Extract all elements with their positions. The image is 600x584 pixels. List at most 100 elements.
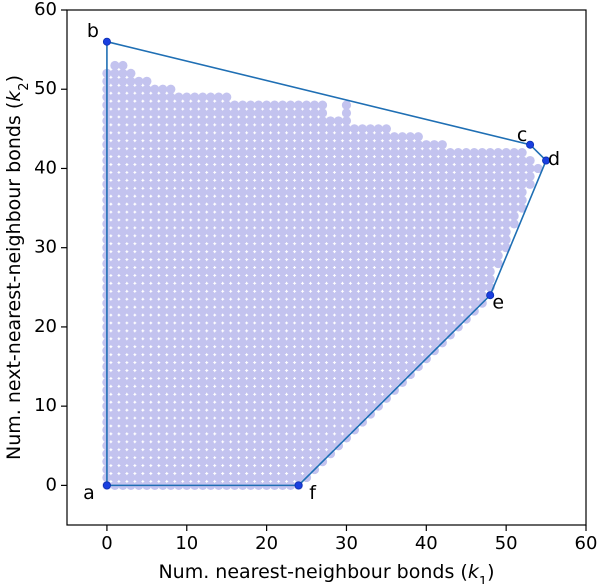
data-point [214, 171, 224, 181]
data-point [381, 179, 391, 189]
data-point [110, 187, 120, 197]
data-point [301, 425, 312, 435]
data-point [222, 219, 232, 229]
data-point [126, 92, 136, 102]
data-point [118, 116, 128, 126]
data-point [341, 140, 352, 150]
data-point [150, 298, 160, 308]
data-point [118, 409, 128, 419]
data-point [445, 258, 455, 269]
data-point [341, 314, 352, 324]
data-point [293, 314, 304, 324]
data-point [222, 401, 232, 411]
data-point [437, 243, 447, 253]
data-point [166, 314, 176, 324]
data-point [238, 140, 248, 150]
data-point [110, 441, 120, 451]
data-point [469, 179, 479, 189]
data-point [421, 314, 431, 324]
data-point [262, 401, 272, 411]
data-point [381, 330, 391, 340]
data-point [222, 449, 232, 459]
data-point [381, 338, 391, 348]
data-point [166, 163, 176, 174]
data-point [238, 274, 248, 284]
data-point [461, 187, 471, 197]
data-point [429, 163, 439, 174]
data-point [134, 266, 144, 277]
data-point [413, 290, 423, 300]
data-point [413, 140, 423, 150]
data-point [262, 116, 272, 126]
data-point [397, 369, 407, 380]
data-point [190, 457, 200, 467]
data-point [333, 124, 344, 134]
data-point [238, 409, 248, 419]
data-point [126, 155, 136, 166]
data-point [198, 108, 208, 118]
data-point [381, 385, 391, 395]
data-point [277, 314, 288, 324]
data-point [150, 330, 160, 340]
data-point [293, 187, 304, 197]
data-point [325, 385, 336, 395]
data-point [126, 100, 136, 110]
data-point [270, 464, 280, 475]
data-point [333, 132, 344, 142]
data-point [134, 100, 144, 110]
data-point [206, 266, 216, 277]
data-point [373, 354, 383, 364]
data-point [206, 361, 216, 372]
data-point [110, 92, 120, 102]
data-point [182, 425, 192, 435]
data-point [118, 385, 128, 395]
data-point [134, 282, 144, 292]
data-point [333, 314, 344, 324]
data-point [118, 449, 128, 459]
data-point [254, 179, 264, 189]
data-point [174, 433, 184, 443]
data-point [341, 354, 352, 364]
data-point [317, 211, 328, 221]
data-point [333, 251, 344, 261]
data-point [246, 457, 256, 467]
data-point [293, 449, 304, 459]
data-point [270, 171, 280, 181]
data-point [142, 361, 152, 372]
data-point [357, 298, 368, 308]
data-point [254, 116, 264, 126]
data-point [126, 354, 136, 364]
data-point [349, 211, 360, 221]
data-point [190, 243, 200, 253]
data-point [301, 282, 312, 292]
data-point [349, 187, 360, 197]
data-point [317, 377, 328, 387]
data-point [317, 282, 328, 292]
data-point [230, 171, 240, 181]
data-point [293, 346, 304, 356]
data-point [357, 266, 368, 277]
data-point [214, 100, 224, 110]
y-tick-label: 10 [34, 395, 57, 416]
data-point [158, 433, 168, 443]
data-point [365, 203, 376, 213]
data-point [405, 330, 415, 340]
data-point [485, 266, 495, 277]
data-point [174, 338, 184, 348]
data-point [262, 132, 272, 142]
data-point [285, 409, 296, 419]
data-point [134, 219, 144, 229]
data-point [230, 385, 240, 395]
data-point [126, 377, 136, 387]
data-point [309, 449, 320, 459]
data-point [158, 227, 168, 237]
data-point [174, 266, 184, 277]
data-point [469, 251, 479, 261]
data-point [285, 258, 296, 269]
data-point [134, 361, 144, 372]
data-point [293, 354, 304, 364]
data-point [493, 227, 503, 237]
data-point [262, 425, 272, 435]
data-point [134, 298, 144, 308]
